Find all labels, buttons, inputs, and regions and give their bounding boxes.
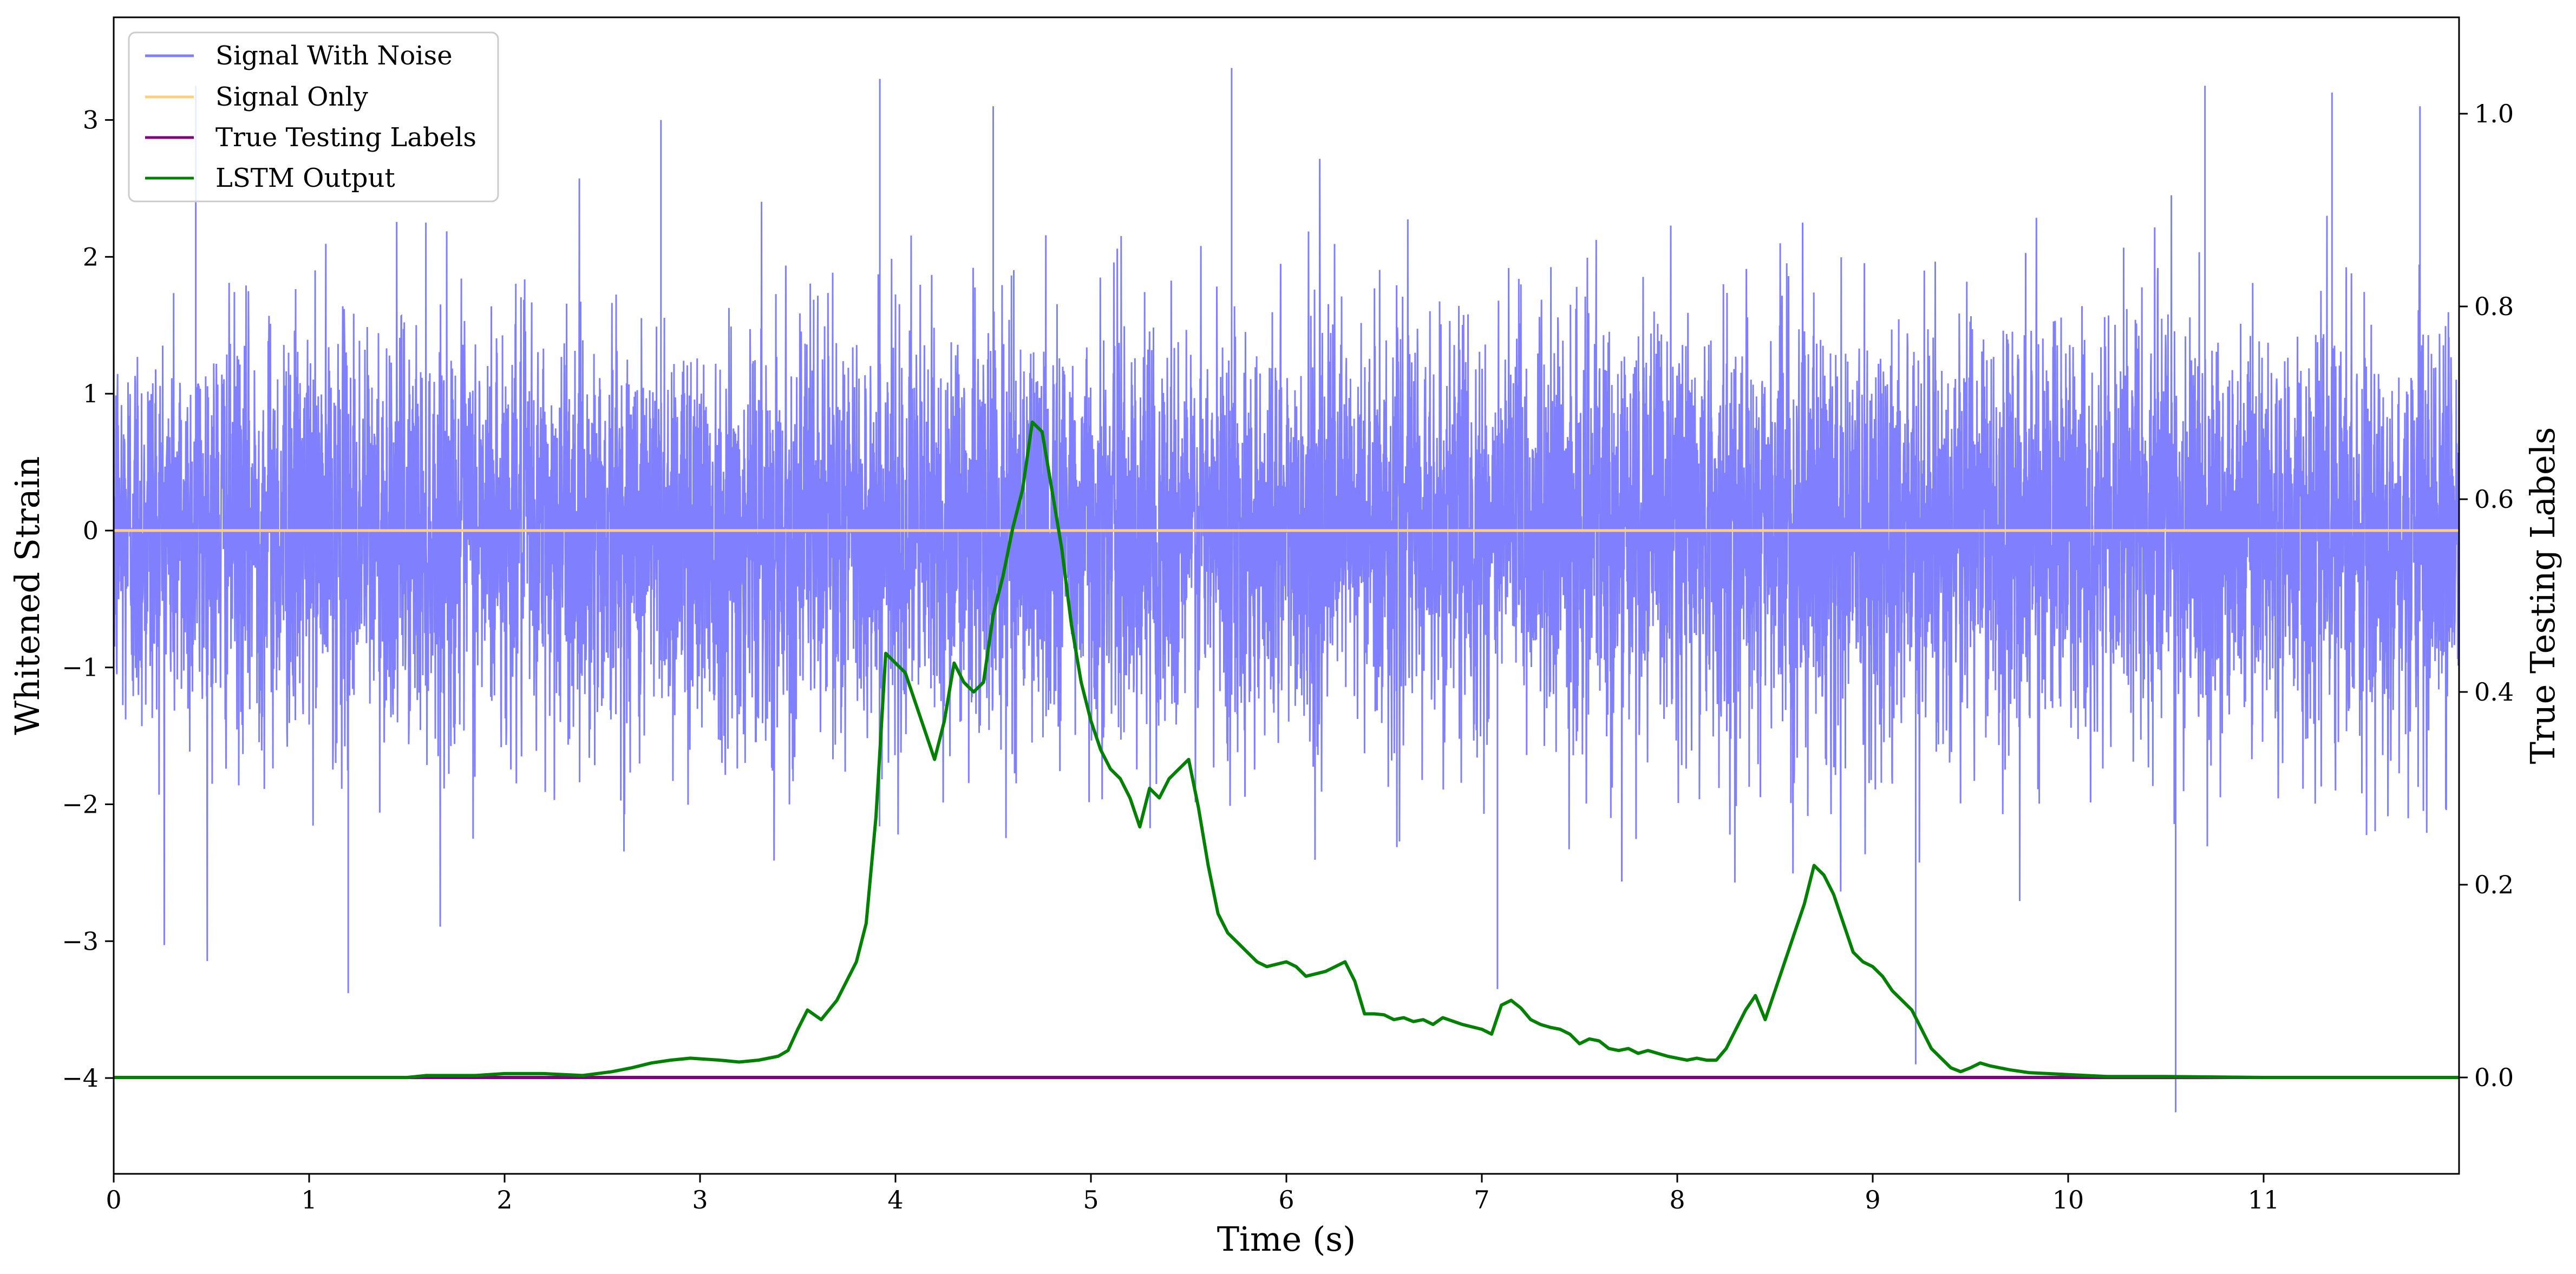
x-tick-label: 8 <box>1669 1185 1685 1214</box>
y-left-tick-label: −3 <box>62 926 99 956</box>
x-tick-label: 5 <box>1083 1185 1099 1214</box>
legend-label-true-testing-labels: True Testing Labels <box>215 122 476 153</box>
y-left-tick-label: 3 <box>83 106 99 135</box>
y-left-axis-label: Whitened Strain <box>8 456 47 735</box>
legend-label-signal-only: Signal Only <box>215 82 368 112</box>
x-tick-label: 10 <box>2052 1185 2084 1214</box>
y-right-axis: 0.0 0.2 0.4 0.6 0.8 1.0 <box>2459 99 2514 1092</box>
y-left-tick-label: 2 <box>83 242 99 271</box>
x-tick-label: 7 <box>1474 1185 1489 1214</box>
x-tick-label: 3 <box>692 1185 708 1214</box>
lines-layer <box>114 420 2459 1079</box>
y-right-tick-label: 0.4 <box>2474 677 2514 707</box>
y-right-tick-label: 0.6 <box>2474 485 2514 514</box>
x-tick-label: 1 <box>301 1185 317 1214</box>
y-left-tick-label: −1 <box>62 653 99 682</box>
legend-box <box>128 31 499 202</box>
y-right-tick-label: 0.0 <box>2474 1063 2514 1092</box>
legend: Signal With Noise Signal Only True Testi… <box>128 31 499 202</box>
y-left-axis: −4 −3 −2 −1 0 1 2 3 <box>62 106 114 1093</box>
y-right-axis-label: True Testing Labels <box>2523 427 2562 765</box>
y-right-tick-label: 0.2 <box>2474 870 2514 899</box>
y-left-tick-label: 0 <box>83 516 99 545</box>
y-left-tick-label: 1 <box>83 379 99 408</box>
y-left-tick-label: −4 <box>62 1063 99 1093</box>
x-tick-label: 6 <box>1278 1185 1294 1214</box>
x-axis: 0 1 2 3 4 5 6 7 8 9 10 11 <box>106 1174 2279 1214</box>
x-tick-label: 4 <box>887 1185 903 1214</box>
x-tick-label: 2 <box>496 1185 512 1214</box>
signal-with-noise-line <box>114 68 2459 1113</box>
lstm-output-line <box>114 420 2459 1079</box>
legend-label-lstm-output: LSTM Output <box>215 163 395 193</box>
y-left-tick-label: −2 <box>62 789 99 819</box>
legend-label-signal-with-noise: Signal With Noise <box>215 41 453 71</box>
signal-with-noise-series <box>114 68 2459 1113</box>
x-tick-label: 0 <box>106 1185 121 1214</box>
y-right-tick-label: 1.0 <box>2474 99 2514 128</box>
x-tick-label: 11 <box>2248 1185 2280 1214</box>
x-tick-label: 9 <box>1865 1185 1880 1214</box>
x-axis-label: Time (s) <box>1217 1219 1356 1259</box>
y-right-tick-label: 0.8 <box>2474 292 2514 321</box>
